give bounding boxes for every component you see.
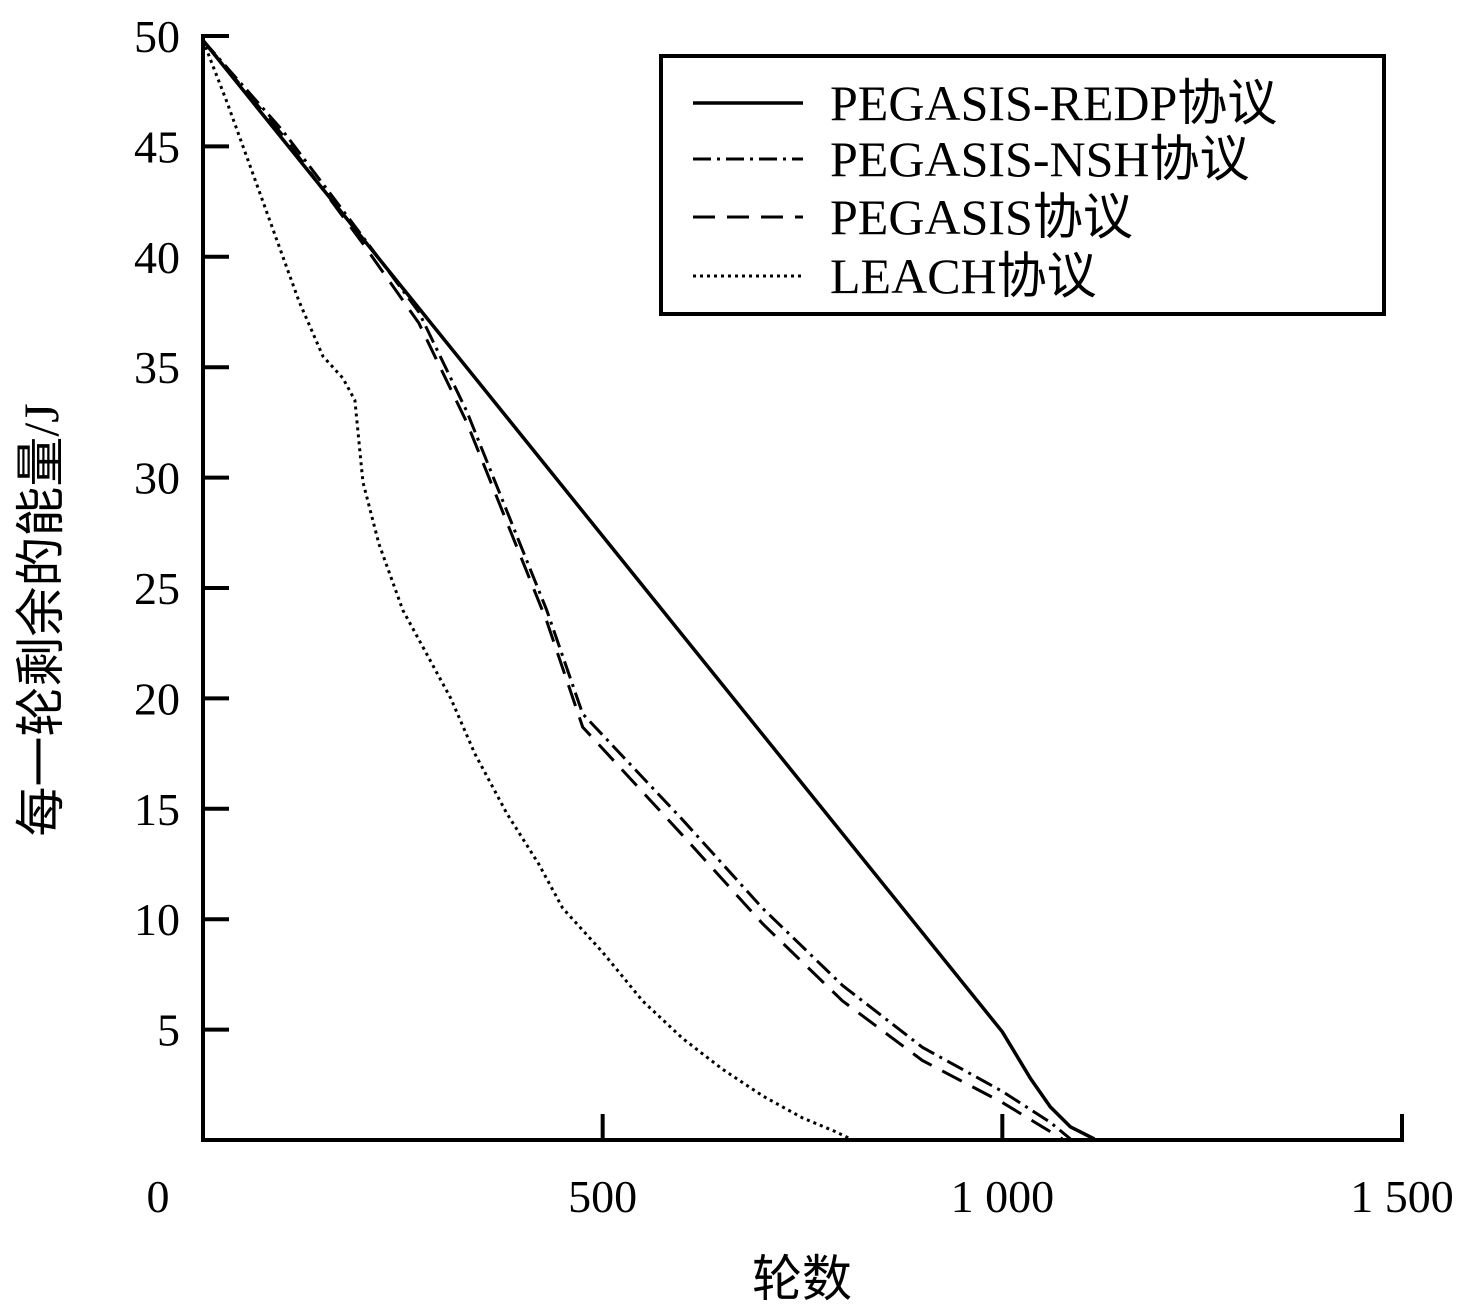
y-tick-label: 50 bbox=[134, 11, 180, 62]
series-line-1 bbox=[201, 39, 1096, 1141]
x-axis-title: 轮数 bbox=[752, 1251, 852, 1307]
y-tick-label: 25 bbox=[134, 563, 180, 614]
legend-label-1: PEGASIS-REDP协议 bbox=[830, 75, 1277, 131]
series-line-4 bbox=[201, 39, 852, 1141]
y-tick-label: 5 bbox=[157, 1005, 180, 1056]
legend-box bbox=[659, 54, 1386, 316]
axes: 500 1 000 1 500 5 10 15 20 25 30 35 40 45 50 bbox=[134, 11, 1454, 1222]
y-tick-label: 35 bbox=[134, 342, 180, 393]
series-layer bbox=[201, 39, 1096, 1141]
y-tick-label: 40 bbox=[134, 232, 180, 283]
x-tick-label: 1 500 bbox=[1350, 1171, 1454, 1222]
y-tick-label: 45 bbox=[134, 121, 180, 172]
y-axis-title: 每一轮剩余的能量/J bbox=[13, 403, 69, 836]
origin-tick-label: 0 bbox=[147, 1171, 170, 1222]
legend: PEGASIS-REDP协议PEGASIS-NSH协议PEGASIS协议LEAC… bbox=[659, 54, 1386, 316]
y-tick-label: 15 bbox=[134, 784, 180, 835]
y-tick-label: 10 bbox=[134, 894, 180, 945]
y-tick-label: 30 bbox=[134, 453, 180, 504]
legend-label-2: PEGASIS-NSH协议 bbox=[830, 131, 1250, 187]
x-tick-label: 500 bbox=[568, 1171, 637, 1222]
y-tick-label: 20 bbox=[134, 673, 180, 724]
series-line-3 bbox=[201, 39, 1064, 1141]
x-tick-label: 1 000 bbox=[951, 1171, 1055, 1222]
legend-label-4: LEACH协议 bbox=[830, 248, 1097, 304]
legend-label-3: PEGASIS协议 bbox=[830, 189, 1133, 245]
